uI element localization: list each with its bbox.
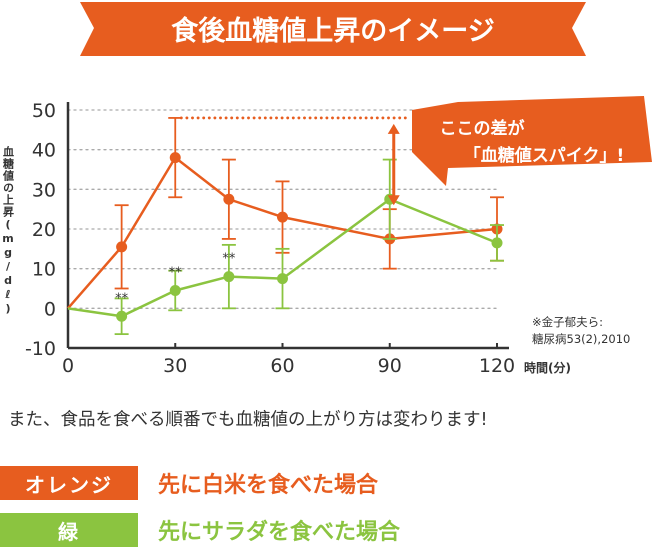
- y-tick-label: 40: [32, 140, 56, 162]
- legend-green-swatch: 緑: [0, 513, 138, 547]
- data-point: [169, 152, 181, 164]
- x-tick-label: 0: [62, 355, 74, 377]
- data-point: [223, 271, 235, 283]
- x-tick-label: 30: [163, 355, 187, 377]
- y-tick-label: 20: [32, 219, 56, 241]
- y-tick-label: 10: [32, 259, 56, 281]
- legend-green: 緑 先にサラダを食べた場合: [0, 510, 400, 550]
- series: ** ** **: [67, 117, 504, 336]
- legend-orange-desc: 先に白米を食べた場合: [158, 473, 379, 498]
- data-point: [169, 284, 181, 296]
- significance-marker: **: [169, 265, 183, 280]
- x-tick-label: 120: [479, 355, 515, 377]
- data-point: [116, 310, 128, 322]
- data-point: [223, 193, 235, 205]
- callout-line1: ここの差が: [440, 118, 525, 139]
- page-title: 食後血糖値上昇のイメージ: [171, 15, 494, 47]
- significance-marker: **: [222, 252, 236, 267]
- legend-orange: オレンジ 先に白米を食べた場合: [0, 463, 378, 503]
- y-axis-label: 血糖値の上昇(mg/dℓ): [2, 145, 16, 316]
- title-banner: 食後血糖値上昇のイメージ: [80, 2, 586, 56]
- spike-annotation: [179, 116, 408, 206]
- y-tick-label: -10: [25, 338, 56, 360]
- callout-line2: 「血糖値スパイク」!: [464, 145, 624, 166]
- data-point: [277, 211, 288, 223]
- significance-marker: **: [115, 291, 129, 306]
- axes: -10 0 10 20 30 40 50 0 30 60 90 120 時間(分): [25, 100, 571, 377]
- legend-orange-swatch: オレンジ: [0, 466, 138, 500]
- data-point: [277, 273, 288, 285]
- spike-arrow-head-up: [387, 123, 400, 134]
- order-note: また、食品を食べる順番でも血糖値の上がり方は変わります!: [8, 410, 488, 430]
- callout-arrow-shape: [412, 96, 652, 186]
- source-note-line1: ※金子郁夫ら:: [532, 315, 603, 329]
- spike-callout: ここの差が 「血糖値スパイク」!: [412, 96, 652, 186]
- source-note: ※金子郁夫ら: 糖尿病53(2),2010: [532, 315, 630, 346]
- series-green: [67, 158, 504, 336]
- legend-green-desc: 先にサラダを食べた場合: [158, 520, 401, 545]
- x-tick-label: 60: [270, 355, 294, 377]
- spike-arrow-head-down: [387, 195, 400, 206]
- y-tick-label: 50: [32, 100, 56, 122]
- data-point: [116, 241, 128, 253]
- y-axis-label-text: 血糖値の上昇(mg/dℓ): [2, 145, 16, 316]
- y-tick-label: 0: [44, 298, 56, 320]
- source-note-line2: 糖尿病53(2),2010: [532, 332, 630, 346]
- data-point: [491, 237, 503, 249]
- x-axis-label: 時間(分): [524, 360, 571, 375]
- title-banner-shape: [80, 2, 586, 56]
- x-tick-label: 90: [378, 355, 402, 377]
- y-tick-label: 30: [32, 179, 56, 201]
